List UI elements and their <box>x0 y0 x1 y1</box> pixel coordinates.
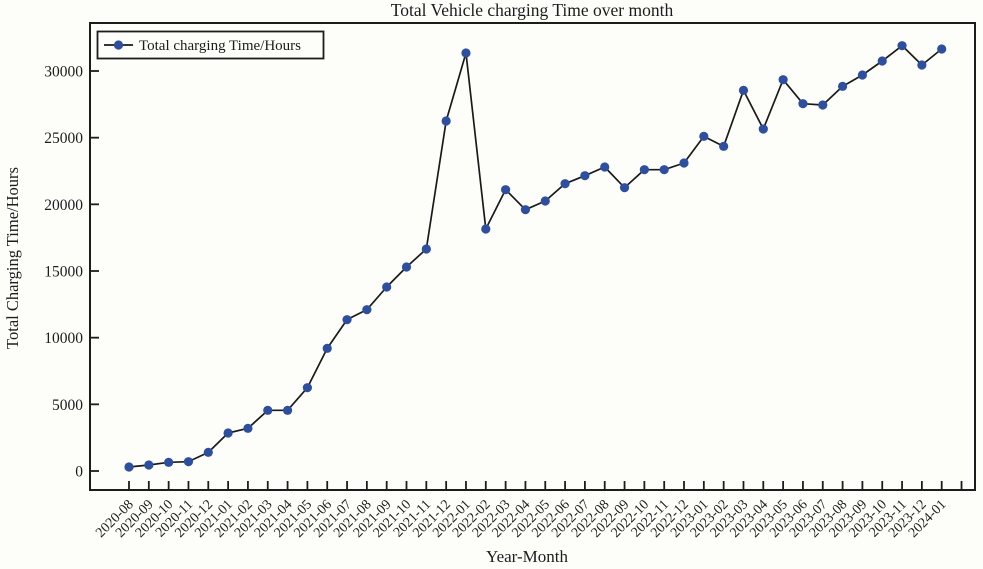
data-point <box>183 457 194 467</box>
data-point <box>639 165 649 175</box>
data-point <box>124 462 134 472</box>
data-point <box>362 305 372 315</box>
data-point <box>897 41 907 51</box>
data-point <box>263 405 273 415</box>
data-point <box>798 99 808 109</box>
y-tick-label: 20000 <box>44 197 83 214</box>
data-point <box>223 428 233 438</box>
y-tick-label: 30000 <box>44 64 83 81</box>
legend-marker-icon <box>113 40 124 50</box>
data-point <box>679 158 689 168</box>
data-point <box>342 315 352 325</box>
data-point <box>164 457 174 467</box>
data-point <box>322 343 332 353</box>
y-tick-label: 5000 <box>52 397 83 414</box>
data-point <box>560 179 570 189</box>
x-axis-label: Year-Month <box>486 547 568 566</box>
data-point <box>401 262 412 272</box>
data-point <box>738 85 749 95</box>
legend-box <box>96 30 325 60</box>
data-point <box>719 141 729 151</box>
data-point <box>481 224 491 234</box>
y-axis-label: Total Charging Time/Hours <box>3 167 22 349</box>
data-point <box>243 423 253 433</box>
data-point <box>699 131 709 141</box>
data-point <box>818 100 828 110</box>
y-tick-label: 15000 <box>44 264 83 281</box>
data-point <box>619 183 630 193</box>
data-point <box>520 205 531 215</box>
data-point <box>501 185 511 195</box>
data-point <box>917 60 927 70</box>
chart-title: Total Vehicle charging Time over month <box>391 0 674 20</box>
data-point <box>461 48 471 58</box>
data-point <box>837 81 848 91</box>
data-point <box>580 171 590 181</box>
data-point <box>540 196 550 206</box>
plot-border <box>89 22 976 491</box>
data-point <box>282 405 293 415</box>
data-point <box>778 75 788 85</box>
data-point <box>203 447 213 457</box>
y-tick-label: 0 <box>75 464 83 481</box>
data-point <box>600 162 610 172</box>
y-tick-label: 25000 <box>44 130 83 147</box>
data-point <box>659 165 669 175</box>
legend-label: Total charging Time/Hours <box>139 38 301 54</box>
data-point <box>382 282 392 292</box>
y-tick-label: 10000 <box>44 330 83 347</box>
data-point <box>144 460 154 470</box>
data-point <box>857 70 868 80</box>
data-point <box>302 383 312 393</box>
data-point <box>758 124 768 134</box>
data-point <box>877 56 887 66</box>
data-point <box>441 116 451 126</box>
data-point <box>937 44 947 54</box>
legend: Total charging Time/Hours <box>96 30 325 60</box>
data-point <box>421 244 431 254</box>
